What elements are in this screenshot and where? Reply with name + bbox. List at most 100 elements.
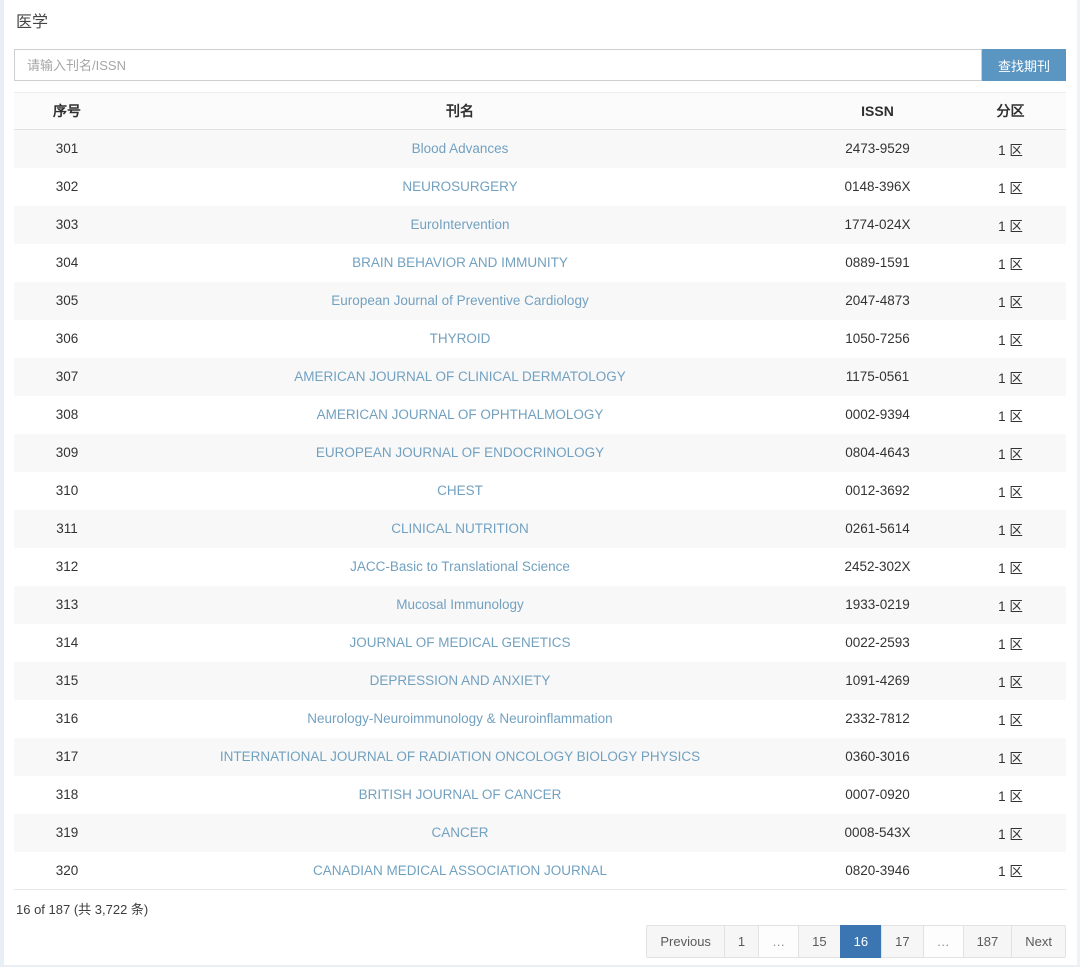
- journal-name-link[interactable]: BRAIN BEHAVIOR AND IMMUNITY: [352, 255, 568, 270]
- issn-cell: 1050-7256: [845, 331, 910, 346]
- row-index-cell: 313: [55, 597, 79, 612]
- journal-name-link[interactable]: EuroIntervention: [410, 217, 510, 232]
- zone-cell: 1 区: [998, 180, 1023, 196]
- table-row: 309 EUROPEAN JOURNAL OF ENDOCRINOLOGY 08…: [14, 433, 1066, 472]
- journal-name-link[interactable]: DEPRESSION AND ANXIETY: [369, 673, 551, 688]
- row-index-cell: 311: [56, 521, 78, 536]
- row-index-cell: 314: [55, 635, 79, 650]
- zone-cell: 1 区: [955, 851, 1066, 890]
- journal-name-link[interactable]: EUROPEAN JOURNAL OF ENDOCRINOLOGY: [315, 445, 605, 460]
- table-row: 317 INTERNATIONAL JOURNAL OF RADIATION O…: [14, 737, 1066, 776]
- search-bar: 查找期刊: [14, 49, 1066, 81]
- journal-name-cell: BRAIN BEHAVIOR AND IMMUNITY: [120, 244, 800, 282]
- zone-cell: 1 区: [998, 598, 1023, 614]
- journal-name-link[interactable]: THYROID: [429, 331, 491, 346]
- journal-name-cell: Neurology-Neuroimmunology & Neuroinflamm…: [120, 700, 800, 738]
- journal-name-link[interactable]: European Journal of Preventive Cardiolog…: [331, 293, 589, 308]
- zone-cell: 1 区: [998, 256, 1023, 272]
- row-index-cell: 306: [55, 331, 79, 346]
- pagination-page-1[interactable]: 1: [723, 925, 760, 958]
- journal-name-link[interactable]: Mucosal Immunology: [396, 597, 524, 612]
- journal-name-cell: European Journal of Preventive Cardiolog…: [120, 282, 800, 320]
- journal-name-link[interactable]: AMERICAN JOURNAL OF CLINICAL DERMATOLOGY: [294, 369, 626, 384]
- journal-name-cell: CANADIAN MEDICAL ASSOCIATION JOURNAL: [120, 851, 800, 890]
- journal-name-link[interactable]: JACC-Basic to Translational Science: [350, 559, 570, 574]
- row-index-cell: 319: [55, 825, 79, 840]
- search-input[interactable]: [14, 49, 982, 81]
- journal-name-cell: JOURNAL OF MEDICAL GENETICS: [120, 624, 800, 662]
- row-index-cell: 308: [55, 407, 79, 422]
- table-row: 318 BRITISH JOURNAL OF CANCER 0007-0920 …: [14, 776, 1066, 814]
- pagination-page-17[interactable]: 17: [881, 925, 924, 958]
- row-index-cell: 315: [55, 673, 79, 688]
- column-header-issn: ISSN: [800, 92, 955, 130]
- table-row: 307 AMERICAN JOURNAL OF CLINICAL DERMATO…: [14, 357, 1066, 396]
- zone-cell: 1 区: [998, 142, 1023, 158]
- row-index-cell: 310: [55, 483, 79, 498]
- journal-name-cell: CHEST: [120, 472, 800, 510]
- zone-cell: 1 区: [998, 636, 1023, 652]
- row-index-cell: 303: [55, 217, 79, 232]
- pagination-info: 16 of 187 (共 3,722 条): [16, 902, 149, 917]
- pagination: Previous 1… 15 16 17… 187 Next: [646, 925, 1066, 958]
- journal-name-link[interactable]: Neurology-Neuroimmunology & Neuroinflamm…: [307, 711, 613, 726]
- pagination-ellipsis: …: [758, 925, 800, 958]
- zone-cell: 1 区: [998, 522, 1023, 538]
- journal-name-link[interactable]: CLINICAL NUTRITION: [391, 521, 529, 536]
- zone-cell: 1 区: [998, 674, 1023, 690]
- search-button[interactable]: 查找期刊: [982, 49, 1066, 81]
- journal-name-link[interactable]: CHEST: [437, 483, 483, 498]
- journal-name-cell: THYROID: [120, 320, 800, 358]
- zone-cell: 1 区: [998, 218, 1023, 234]
- journal-table-header: 序号 刊名 ISSN 分区: [14, 92, 1066, 130]
- issn-cell: 0261-5614: [845, 521, 910, 536]
- table-row: 302 NEUROSURGERY 0148-396X 1 区: [14, 168, 1066, 206]
- journal-name-link[interactable]: JOURNAL OF MEDICAL GENETICS: [349, 635, 571, 650]
- row-index-cell: 301: [55, 141, 79, 157]
- pagination-next[interactable]: Next: [1011, 925, 1066, 958]
- issn-cell: 0820-3946: [800, 851, 955, 890]
- journal-name-link[interactable]: INTERNATIONAL JOURNAL OF RADIATION ONCOL…: [219, 749, 701, 764]
- row-index-cell: 312: [55, 559, 79, 574]
- table-row: 313 Mucosal Immunology 1933-0219 1 区: [14, 585, 1066, 624]
- issn-cell: 0008-543X: [844, 825, 911, 840]
- pagination-page-187[interactable]: 187: [962, 925, 1013, 958]
- row-index-cell: 305: [55, 293, 79, 308]
- issn-cell: 0889-1591: [845, 255, 910, 270]
- journal-name-link[interactable]: BRITISH JOURNAL OF CANCER: [358, 787, 562, 802]
- table-row: 306 THYROID 1050-7256 1 区: [14, 320, 1066, 358]
- journal-name-cell: Blood Advances: [120, 130, 800, 168]
- journal-name-link[interactable]: Blood Advances: [411, 141, 509, 157]
- issn-cell: 1091-4269: [845, 673, 910, 688]
- issn-cell: 2047-4873: [845, 293, 910, 308]
- journal-name-link[interactable]: NEUROSURGERY: [402, 179, 518, 194]
- row-index-cell: 304: [55, 255, 79, 270]
- table-footer: 16 of 187 (共 3,722 条) Previous 1… 15 16 17… 1…: [14, 899, 1066, 958]
- journal-name-cell: INTERNATIONAL JOURNAL OF RADIATION ONCOL…: [120, 738, 800, 776]
- table-row: 304 BRAIN BEHAVIOR AND IMMUNITY 0889-159…: [14, 244, 1066, 282]
- pagination-previous[interactable]: Previous: [646, 925, 725, 958]
- header-row: 序号 刊名 ISSN 分区: [14, 92, 1066, 130]
- journal-name-link[interactable]: AMERICAN JOURNAL OF OPHTHALMOLOGY: [316, 407, 604, 422]
- zone-cell: 1 区: [998, 294, 1023, 310]
- zone-cell: 1 区: [998, 712, 1023, 728]
- issn-cell: 0804-4643: [845, 445, 910, 460]
- journal-name-link[interactable]: CANADIAN MEDICAL ASSOCIATION JOURNAL: [312, 862, 608, 878]
- pagination-page-16[interactable]: 16: [839, 925, 883, 958]
- table-row: 316 Neurology-Neuroimmunology & Neuroinf…: [14, 700, 1066, 738]
- pagination-page-15[interactable]: 15: [798, 925, 841, 958]
- table-row: 305 European Journal of Preventive Cardi…: [14, 281, 1066, 320]
- zone-cell: 1 区: [998, 446, 1023, 462]
- table-row: 303 EuroIntervention 1774-024X 1 区: [14, 205, 1066, 244]
- issn-cell: 0022-2593: [845, 635, 910, 650]
- table-row: 314 JOURNAL OF MEDICAL GENETICS 0022-259…: [14, 624, 1066, 662]
- journal-name-cell: JACC-Basic to Translational Science: [120, 548, 800, 586]
- journal-name-cell: CANCER: [120, 814, 800, 852]
- issn-cell: 1933-0219: [845, 597, 910, 612]
- issn-cell: 0007-0920: [845, 787, 910, 802]
- page-edge-strip-right: [1077, 0, 1080, 967]
- journal-name-link[interactable]: CANCER: [431, 825, 489, 840]
- row-index-cell: 309: [55, 445, 79, 460]
- zone-cell: 1 区: [998, 826, 1023, 842]
